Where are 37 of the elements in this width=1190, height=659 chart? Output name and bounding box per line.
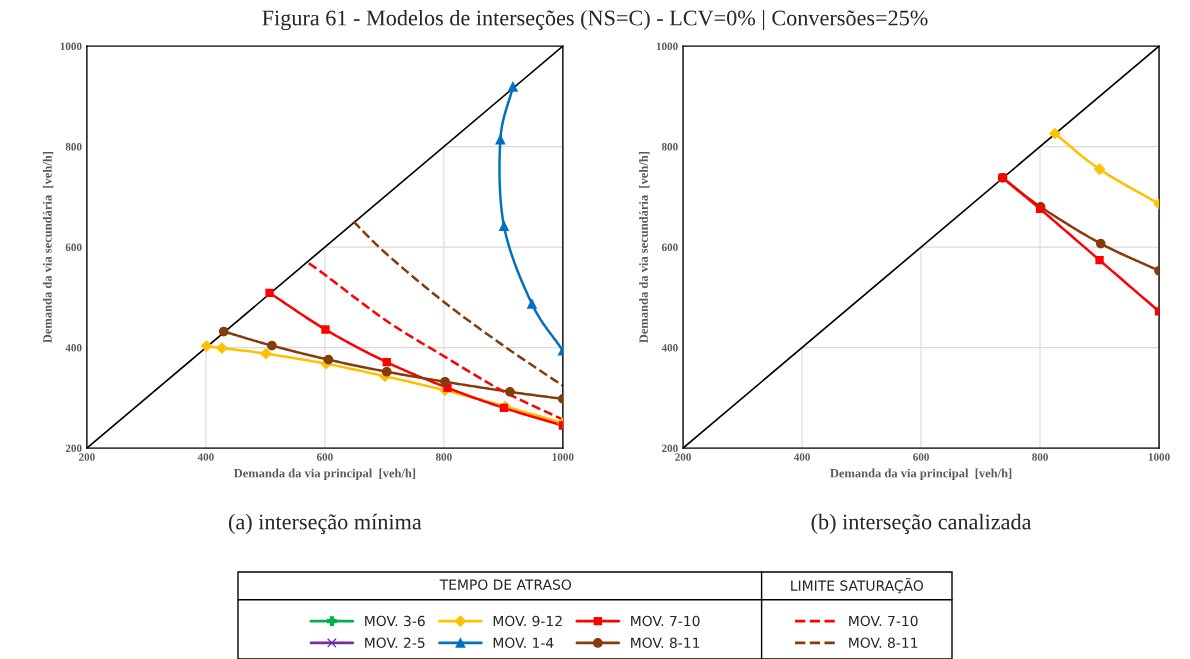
y-tick-label: 800	[65, 143, 82, 151]
x-tick-label: 200	[79, 453, 95, 461]
y-axis-title: Demanda da via secundária [veh/h]	[639, 152, 650, 343]
x-tick-label: 1000	[1148, 453, 1170, 461]
x-tick-label: 400	[197, 453, 214, 461]
y-tick-label: 1000	[60, 42, 82, 51]
x-tick-label: 1000	[552, 453, 574, 461]
x-tick-label: 200	[675, 453, 691, 461]
legend-label: MOV. 3-6	[365, 615, 425, 627]
x-tick-label: 800	[435, 453, 452, 461]
y-tick-label: 200	[65, 444, 82, 453]
y-tick-label: 800	[661, 143, 678, 151]
legend-label: MOV. 9-12	[493, 615, 562, 627]
x-axis-title: Demanda da via principal [veh/h]	[830, 468, 1012, 480]
y-tick-label: 600	[65, 243, 82, 252]
x-tick-label: 600	[913, 453, 929, 461]
y-tick-label: 400	[65, 344, 82, 352]
legend-label: MOV. 8-11	[849, 637, 918, 649]
y-axis-title: Demanda da via secundária [veh/h]	[42, 152, 54, 343]
y-tick-label: 1000	[656, 42, 678, 51]
legend-label: MOV. 8-11	[631, 637, 700, 649]
y-tick-label: 600	[661, 243, 678, 252]
chart-title: Figura 61 - Modelos de interseções (NS=C) - LCV=0% | Conversões=25%	[262, 9, 928, 31]
legend-label: MOV. 7-10	[631, 615, 700, 627]
legend-label: MOV. 2-5	[365, 637, 425, 649]
legend-label: MOV. 7-10	[849, 615, 918, 627]
x-axis-title: Demanda da via principal [veh/h]	[233, 468, 416, 480]
legend-label: MOV. 1-4	[493, 637, 554, 649]
x-tick-label: 400	[793, 453, 810, 461]
y-tick-label: 400	[661, 344, 678, 352]
y-tick-label: 200	[662, 444, 678, 453]
text: (b) interseção canalizada	[811, 513, 1032, 534]
text: LIMITE SATURAÇÃO	[791, 577, 924, 594]
text: (a) interseção mínima	[228, 513, 422, 534]
text: TEMPO DE ATRASO	[439, 579, 572, 590]
x-tick-label: 800	[1032, 453, 1048, 461]
x-tick-label: 600	[316, 453, 333, 461]
